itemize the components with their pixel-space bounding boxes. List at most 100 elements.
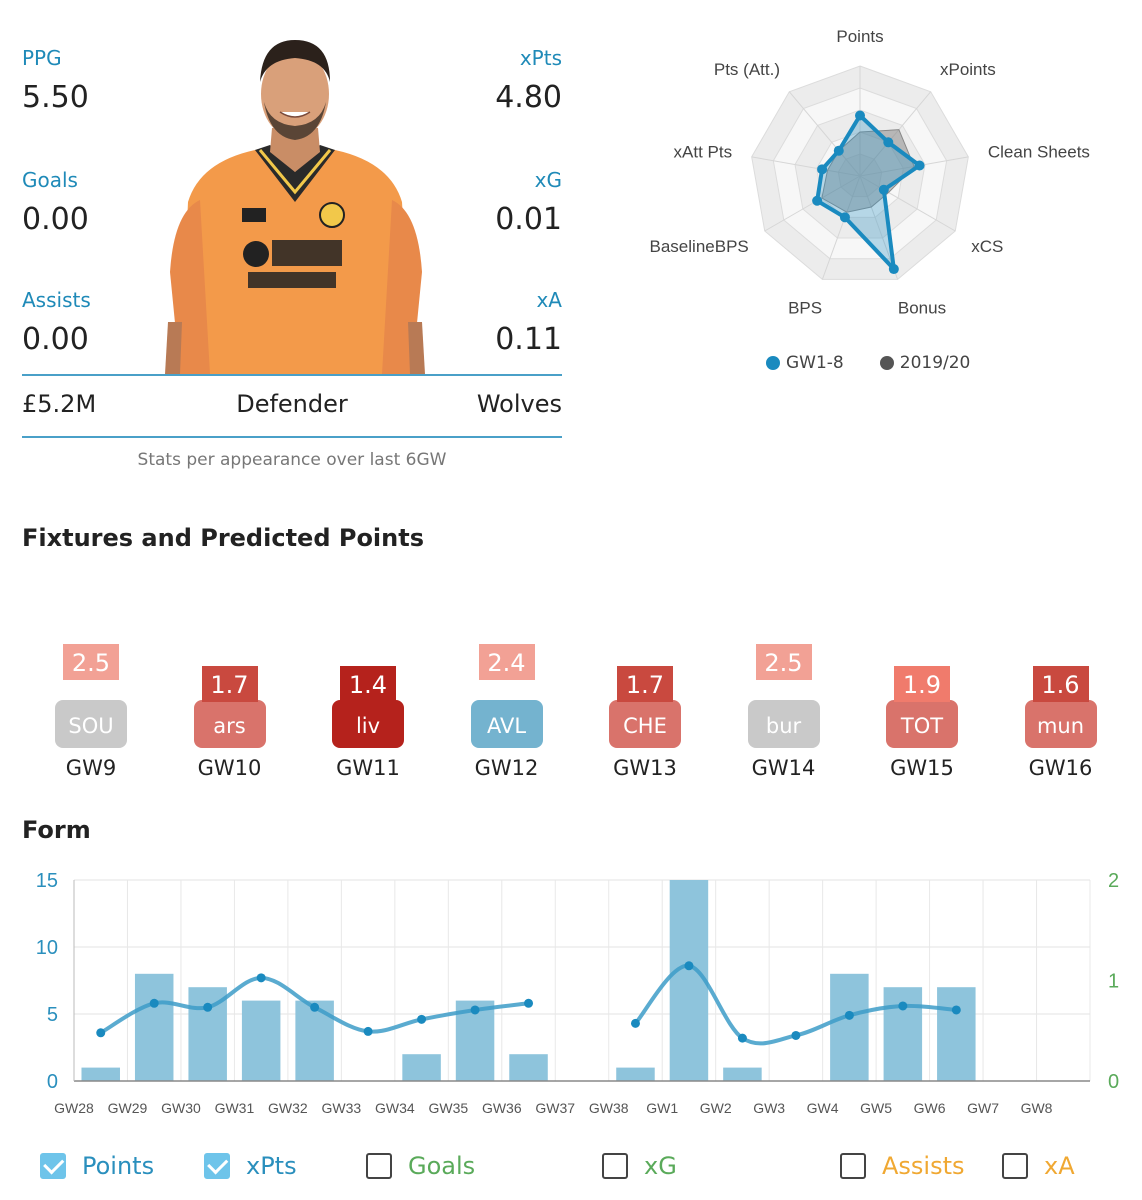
checkbox-checked-icon[interactable] — [40, 1153, 66, 1179]
fixture-card[interactable]: 1.4 liv GW11 — [313, 666, 423, 780]
xpts-point — [898, 1001, 908, 1011]
toggle-assists[interactable]: Assists — [840, 1152, 965, 1180]
radar-axis-label: BaselineBPS — [650, 237, 749, 256]
xa-label: xA — [536, 288, 562, 312]
assists-value: 0.00 — [22, 322, 89, 357]
toggle-label: xPts — [246, 1152, 297, 1180]
opponent-badge: liv — [332, 700, 404, 748]
xg-label: xG — [534, 168, 562, 192]
predicted-points: 1.9 — [894, 666, 950, 702]
player-price: £5.2M — [22, 390, 97, 418]
fixtures-title: Fixtures and Predicted Points — [22, 524, 424, 552]
opponent-badge: bur — [747, 700, 820, 748]
divider-bottom — [22, 436, 562, 438]
checkbox-empty-icon[interactable] — [1002, 1153, 1028, 1179]
fixture-card[interactable]: 1.9 TOT GW15 — [867, 666, 977, 780]
x-tick-label: GW1 — [646, 1100, 678, 1116]
x-tick-label: GW31 — [215, 1100, 255, 1116]
points-bar — [616, 1067, 655, 1081]
radar-point — [839, 212, 850, 223]
legend-dot-icon — [879, 356, 894, 370]
x-tick-label: GW29 — [108, 1100, 148, 1116]
y-tick-label: 5 — [47, 1004, 58, 1026]
radar-axis-label: BPS — [788, 299, 822, 318]
opponent-badge: SOU — [55, 700, 127, 748]
checkbox-empty-icon[interactable] — [366, 1153, 392, 1179]
opponent-badge: ars — [193, 700, 266, 748]
legend-item-gw1-8[interactable]: GW1-8 — [766, 353, 844, 373]
x-tick-label: GW36 — [482, 1100, 522, 1116]
x-tick-label: GW6 — [914, 1100, 946, 1116]
xpts-point — [256, 973, 266, 983]
stats-note: Stats per appearance over last 6GW — [137, 450, 447, 470]
x-tick-label: GW8 — [1021, 1100, 1053, 1116]
x-tick-label: GW32 — [268, 1100, 308, 1116]
radar-spoke — [859, 91, 932, 177]
gameweek-label: GW14 — [751, 756, 816, 780]
toggle-xa[interactable]: xA — [1002, 1152, 1075, 1180]
form-axes: 0 5 10 15 0 1 2 GW28 GW29 GW30 GW31 GW32 GW33 GW34 GW3… — [36, 870, 1119, 1116]
radar-axis-label: Clean Sheets — [988, 143, 1090, 162]
toggle-goals[interactable]: Goals — [366, 1152, 475, 1180]
toggle-xpts[interactable]: xPts — [204, 1152, 297, 1180]
points-bar — [883, 987, 923, 1081]
points-bar — [134, 973, 174, 1081]
goals-value: 0.00 — [22, 202, 89, 237]
predicted-points: 1.7 — [617, 666, 673, 702]
toggle-label: Goals — [408, 1152, 476, 1180]
assists-label: Assists — [22, 288, 91, 312]
divider-top — [22, 374, 562, 376]
fixture-card[interactable]: 2.5 bur GW14 — [729, 644, 839, 780]
predicted-points: 2.5 — [755, 644, 812, 680]
radar-points — [812, 110, 925, 275]
xpts-point — [737, 1033, 747, 1043]
fixture-card[interactable]: 2.5 SOU GW9 — [36, 644, 146, 780]
points-bar — [81, 1067, 120, 1081]
y-tick-label: 10 — [36, 937, 58, 959]
fixture-card[interactable]: 1.7 ars GW10 — [175, 666, 285, 780]
xa-value: 0.11 — [495, 322, 562, 357]
points-bar — [723, 1067, 762, 1081]
goals-label: Goals — [22, 168, 78, 192]
ppg-value: 5.50 — [22, 80, 89, 115]
toggle-label: Assists — [882, 1152, 965, 1180]
radar-axis-label: Points — [836, 30, 883, 46]
gameweek-label: GW9 — [65, 756, 117, 780]
toggle-xg[interactable]: xG — [602, 1152, 677, 1180]
checkbox-checked-icon[interactable] — [204, 1153, 230, 1179]
radar-legend: GW1-8 2019/20 — [766, 353, 970, 373]
x-tick-label: GW2 — [700, 1100, 732, 1116]
radar-axis-label: xCS — [971, 237, 1003, 256]
fixture-card[interactable]: 1.7 CHE GW13 — [590, 666, 700, 780]
radar-point — [833, 145, 844, 156]
points-bar — [241, 1000, 281, 1081]
x-tick-label: GW3 — [753, 1100, 785, 1116]
checkbox-empty-icon[interactable] — [602, 1153, 628, 1179]
toggle-label: xA — [1044, 1152, 1075, 1180]
toggle-label: xG — [644, 1152, 677, 1180]
legend-label: 2019/20 — [899, 353, 971, 373]
radar-point — [812, 195, 823, 206]
y2-tick-label: 1 — [1108, 971, 1119, 993]
checkbox-empty-icon[interactable] — [840, 1153, 866, 1179]
points-bar — [509, 1054, 548, 1081]
fixture-card[interactable]: 1.6 mun GW16 — [1006, 666, 1116, 780]
legend-item-2019-20[interactable]: 2019/20 — [879, 353, 971, 373]
predicted-points: 1.6 — [1032, 666, 1089, 702]
fixture-card[interactable]: 2.4 AVL GW12 — [452, 644, 562, 780]
form-chart: 0 5 10 15 0 1 2 GW28 GW29 GW30 GW31 GW32 GW33 GW34 GW3… — [36, 870, 1119, 1116]
radar-spoke — [764, 175, 861, 232]
toggle-points[interactable]: Points — [40, 1152, 154, 1180]
form-title: Form — [22, 816, 91, 844]
predicted-points: 2.4 — [478, 644, 535, 680]
legend-dot-icon — [766, 356, 780, 370]
x-tick-label: GW7 — [967, 1100, 999, 1116]
points-bar — [669, 880, 709, 1081]
radar-series-2019-20 — [821, 129, 915, 213]
points-bar — [830, 973, 869, 1081]
radar-spoke — [751, 156, 861, 177]
xpts-point — [363, 1026, 373, 1036]
x-tick-label: GW37 — [535, 1100, 575, 1116]
opponent-badge: mun — [1024, 700, 1097, 748]
x-tick-label: GW28 — [54, 1100, 94, 1116]
